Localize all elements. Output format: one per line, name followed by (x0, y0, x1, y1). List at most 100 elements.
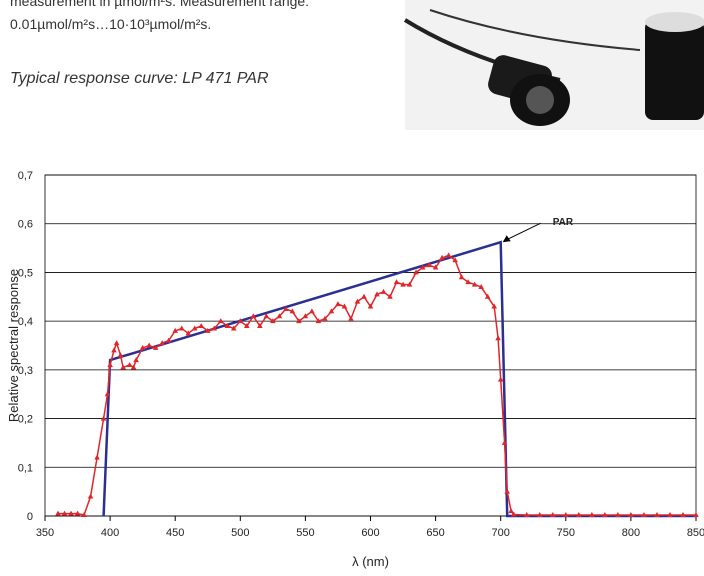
marker (270, 318, 276, 324)
marker (104, 391, 111, 397)
x-tick-label: 750 (557, 527, 575, 539)
annotation: PAR (553, 217, 574, 228)
annotation-arrow (503, 222, 541, 242)
y-tick-label: 0,2 (18, 414, 33, 426)
x-tick-label: 350 (36, 527, 54, 539)
y-tick-label: 0,5 (18, 267, 33, 279)
marker (133, 357, 139, 363)
y-tick-label: 0,7 (18, 170, 33, 182)
marker (563, 512, 569, 518)
marker (419, 264, 426, 270)
marker (400, 281, 406, 287)
sensor-photo (403, 0, 704, 130)
marker (510, 511, 517, 517)
marker (146, 342, 152, 348)
marker (328, 308, 335, 314)
plot-frame (44, 174, 697, 517)
marker (495, 335, 501, 341)
x-tick-label: 600 (361, 527, 379, 539)
marker (191, 325, 198, 331)
marker (237, 318, 244, 324)
marker (602, 512, 608, 518)
marker (250, 313, 257, 319)
marker (100, 415, 107, 421)
marker (508, 508, 514, 514)
marker (680, 512, 686, 518)
marker (130, 364, 137, 370)
marker (224, 323, 231, 329)
marker (504, 488, 511, 494)
x-tick-label: 850 (687, 527, 704, 539)
marker (348, 315, 354, 321)
marker (244, 323, 250, 329)
y-axis-label: Relative spectral response (6, 269, 21, 422)
y-tick-label: 0,4 (18, 316, 33, 328)
marker (276, 313, 283, 319)
marker (341, 303, 348, 309)
marker (654, 512, 660, 518)
marker (302, 313, 309, 319)
marker (322, 315, 328, 321)
marker (523, 512, 530, 518)
marker (458, 274, 465, 280)
x-tick-label: 650 (426, 527, 444, 539)
caption: Typical response curve: LP 471 PAR (10, 70, 269, 87)
marker (211, 325, 218, 331)
marker (471, 281, 478, 287)
marker (439, 254, 445, 260)
marker (87, 493, 94, 499)
series-line (102, 240, 696, 518)
marker (159, 340, 165, 346)
x-tick-label: 450 (166, 527, 184, 539)
marker (94, 454, 100, 460)
x-tick-label: 700 (492, 527, 510, 539)
marker (315, 318, 322, 324)
marker (204, 327, 211, 333)
x-tick-label: 550 (296, 527, 314, 539)
x-axis-label: λ (nm) (352, 554, 389, 569)
marker (230, 325, 237, 331)
marker (367, 303, 374, 309)
y-tick-label: 0,3 (18, 365, 33, 377)
x-tick-label: 800 (622, 527, 640, 539)
marker (68, 510, 74, 516)
marker (445, 252, 452, 258)
y-tick-label: 0,1 (18, 462, 33, 474)
marker (217, 318, 224, 324)
body-text: measurement in µmol/m²s. Measurement ran… (10, 0, 309, 9)
body-text: 0.01µmol/m²s…10·10³µmol/m²s. (10, 16, 211, 32)
arrow-head (502, 235, 511, 243)
marker (152, 344, 159, 350)
marker (484, 293, 491, 299)
marker (178, 325, 185, 331)
marker (491, 303, 497, 309)
chart: 0 0,1 0,2 0,3 0,4 0,5 0,6 0,7 350 400 450 500 550 600… (6, 170, 704, 569)
marker (615, 512, 621, 518)
marker (61, 510, 68, 516)
marker (111, 347, 117, 353)
marker (309, 308, 315, 314)
marker (198, 323, 205, 329)
marker (185, 330, 192, 336)
marker (465, 279, 471, 285)
marker (172, 327, 178, 333)
marker (126, 361, 133, 367)
marker (667, 512, 673, 518)
marker (74, 510, 81, 516)
marker (289, 308, 296, 314)
marker (549, 512, 556, 518)
marker (387, 293, 393, 299)
y-tick-label: 0 (27, 511, 33, 523)
marker (335, 301, 341, 307)
marker (361, 293, 367, 299)
marker (283, 305, 289, 311)
marker (432, 264, 439, 270)
marker (257, 323, 263, 329)
marker (641, 512, 647, 518)
marker (501, 439, 508, 445)
marker (628, 512, 634, 518)
marker (120, 364, 126, 370)
marker (81, 512, 87, 518)
